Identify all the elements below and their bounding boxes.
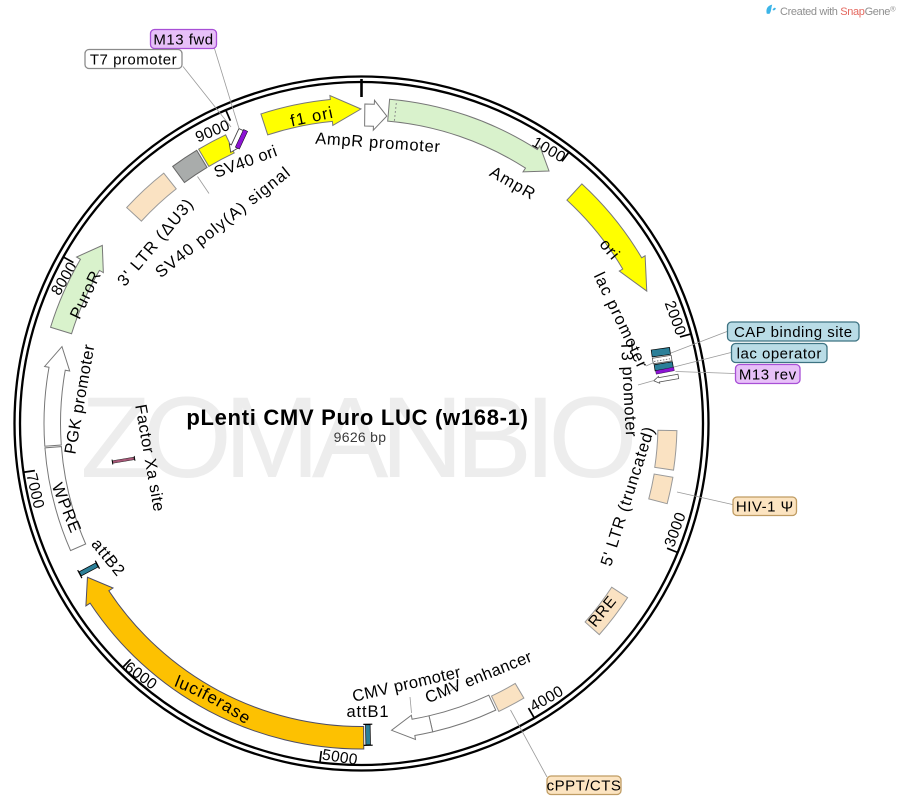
svg-text:M13 rev: M13 rev (739, 366, 797, 383)
svg-text:Created with SnapGene®: Created with SnapGene® (780, 5, 896, 19)
svg-text:lac operator: lac operator (737, 345, 822, 362)
svg-text:CAP binding site: CAP binding site (734, 324, 853, 341)
svg-text:cPPT/CTS: cPPT/CTS (547, 778, 622, 795)
svg-text:M13 fwd: M13 fwd (153, 31, 213, 48)
svg-text:HIV-1 Ψ: HIV-1 Ψ (736, 499, 794, 516)
svg-text:attB1: attB1 (346, 703, 389, 721)
svg-text:T7 promoter: T7 promoter (90, 51, 177, 68)
svg-text:9626 bp: 9626 bp (334, 429, 387, 445)
svg-text:pLenti CMV Puro LUC (w168-1): pLenti CMV Puro LUC (w168-1) (186, 405, 528, 430)
